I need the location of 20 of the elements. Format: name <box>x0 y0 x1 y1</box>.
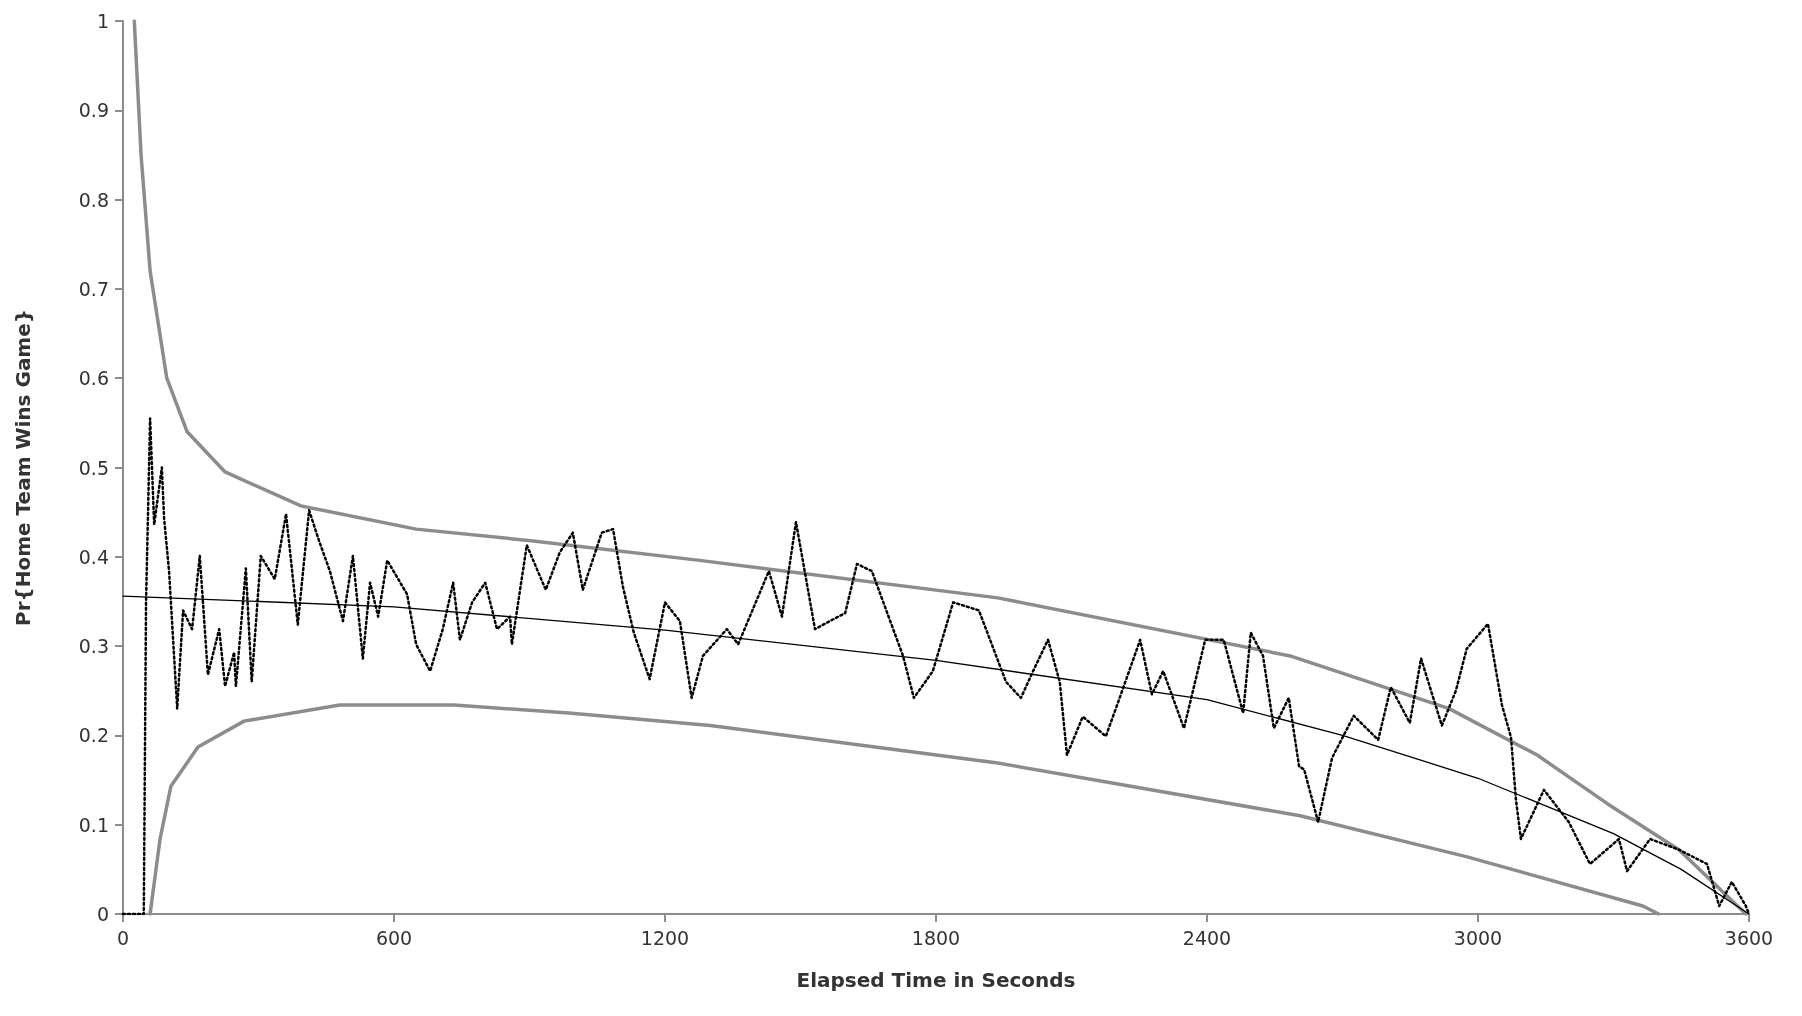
y-tick-label: 1 <box>96 10 109 32</box>
x-tick-label: 1800 <box>911 926 961 949</box>
x-tick-label: 3600 <box>1724 926 1774 949</box>
y-tick-label: 0.4 <box>78 545 109 568</box>
y-axis-title: Pr{Home Team Wins Game} <box>11 308 35 627</box>
x-tick-label: 3000 <box>1453 926 1503 949</box>
y-tick-label: 0.8 <box>78 188 109 211</box>
x-tick-label: 0 <box>116 926 130 949</box>
y-tick-label: 0.2 <box>78 724 109 747</box>
x-tick-label: 2400 <box>1182 926 1232 949</box>
y-tick-label: 0.1 <box>78 813 109 836</box>
y-tick-label: 0.6 <box>78 367 109 390</box>
x-tick-label: 600 <box>375 926 413 949</box>
x-tick-label: 1200 <box>640 926 690 949</box>
y-tick-label: 0.9 <box>78 99 109 122</box>
x-axis-title: Elapsed Time in Seconds <box>796 968 1076 992</box>
y-tick-label: 0 <box>96 903 109 925</box>
y-tick-label: 0.5 <box>78 456 109 479</box>
y-tick-label: 0.3 <box>78 635 109 658</box>
y-tick-label: 0.7 <box>78 277 109 300</box>
